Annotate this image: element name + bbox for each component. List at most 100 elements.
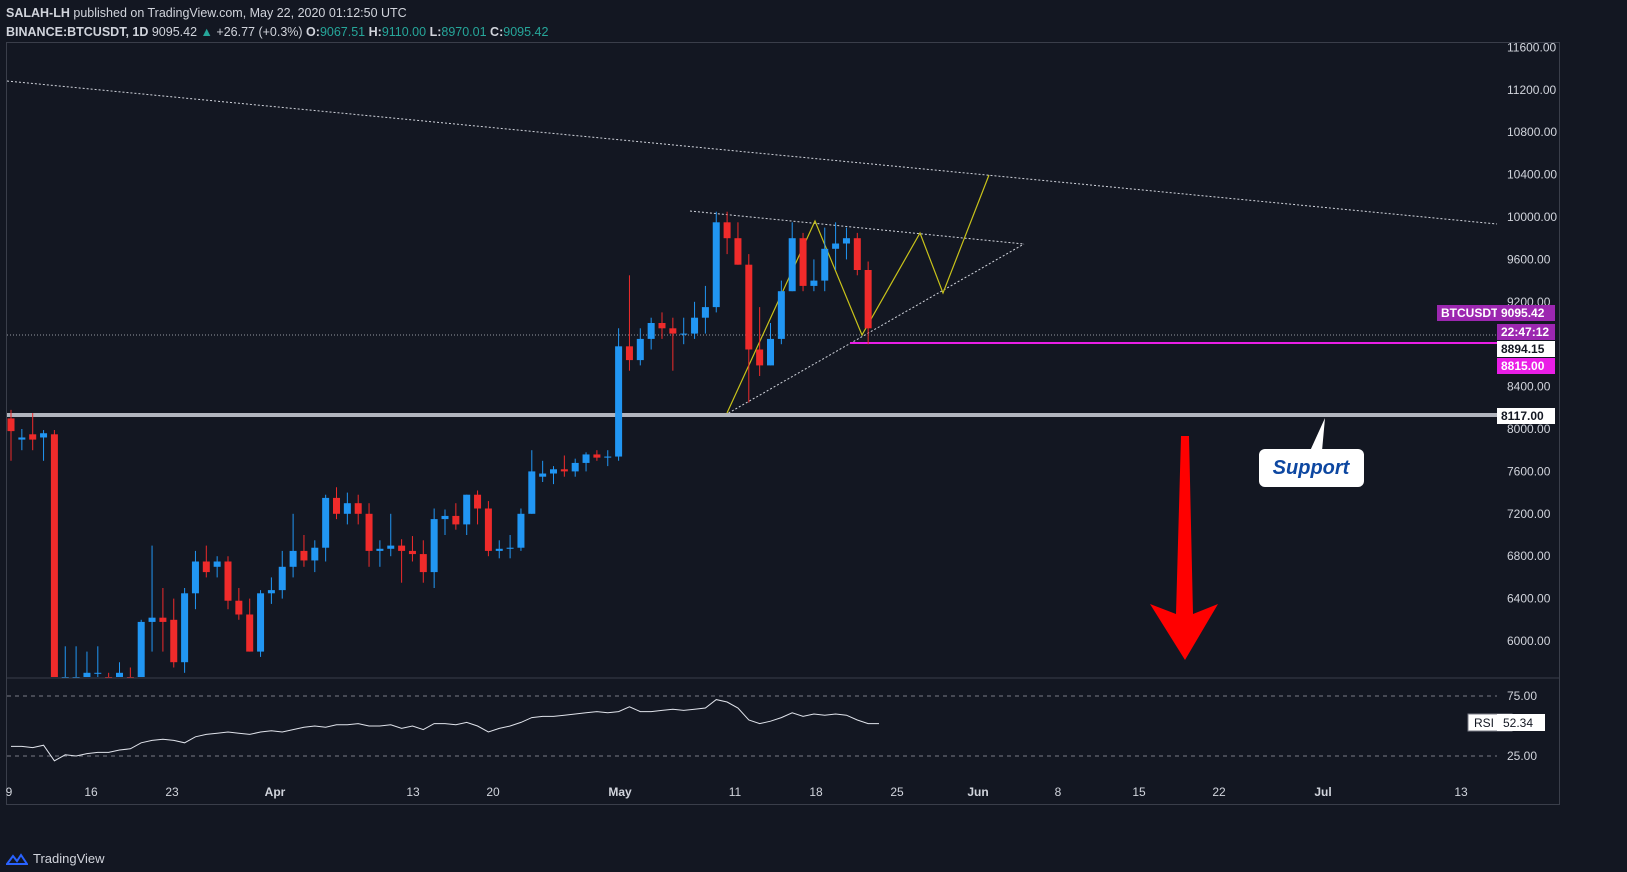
countdown-tag: 22:47:12 <box>1501 325 1549 339</box>
high-label: H: <box>368 25 382 39</box>
candle-body <box>387 545 395 549</box>
candle-body <box>625 346 633 361</box>
candle-body <box>333 497 340 514</box>
price-tick-label: 10800.00 <box>1507 125 1557 139</box>
candle-body <box>463 494 471 525</box>
candle-body <box>691 317 699 334</box>
candle-body <box>278 566 286 591</box>
candle-body <box>832 243 840 249</box>
support-level-tag: 8117.00 <box>1501 409 1544 423</box>
candle-body <box>311 547 319 561</box>
time-tick-label: 25 <box>890 785 904 799</box>
author-name[interactable]: SALAH-LH <box>6 6 70 20</box>
publish-info: published on TradingView.com, May 22, 20… <box>73 6 407 20</box>
candle-body <box>712 222 720 308</box>
candle-body <box>441 515 449 520</box>
level-magenta-tag-bg <box>1497 358 1555 374</box>
candle-body <box>29 434 37 440</box>
candle-body <box>40 433 48 438</box>
candle-body <box>213 561 221 567</box>
footer-brand[interactable]: TradingView <box>6 851 105 866</box>
candle-body <box>137 621 145 677</box>
triangle-lower-line <box>724 243 1025 416</box>
time-tick-label: Jul <box>1314 785 1331 799</box>
long-term-resistance-line <box>6 80 1498 225</box>
candle-body <box>723 222 731 239</box>
candle-body <box>246 614 254 652</box>
candle-body <box>788 238 796 292</box>
candle-body <box>343 503 351 514</box>
price-tick-label: 7200.00 <box>1507 507 1551 521</box>
candle-body <box>593 454 601 458</box>
chart-header: SALAH-LH published on TradingView.com, M… <box>6 4 548 42</box>
rsi-line <box>11 699 879 762</box>
candle-body <box>636 338 644 361</box>
time-tick-label: May <box>608 785 632 799</box>
level-white-tag: 8894.15 <box>1501 342 1545 356</box>
level-magenta-tag: 8815.00 <box>1501 359 1545 373</box>
price-tick-label: 11600.00 <box>1507 40 1556 54</box>
candle-body <box>560 469 568 472</box>
candle-body <box>853 238 861 270</box>
candle-body <box>419 554 427 573</box>
time-tick-label: 16 <box>84 785 98 799</box>
price-tick-label: 10000.00 <box>1507 210 1557 224</box>
support-callout-pointer <box>1310 418 1325 451</box>
open-value: 9067.51 <box>319 25 366 39</box>
price-tag: 9095.42 <box>1501 306 1545 320</box>
candle-body <box>669 328 677 334</box>
candle-body <box>116 672 123 677</box>
candle-body <box>181 593 189 663</box>
candle-body <box>94 672 102 674</box>
change-up-icon: ▲ <box>200 25 213 39</box>
price-tick-label: 10400.00 <box>1507 168 1557 182</box>
high-value: 9110.00 <box>381 25 427 39</box>
price-tick-label: 6800.00 <box>1507 549 1551 563</box>
candle-body <box>202 561 210 573</box>
candle-body <box>821 248 829 281</box>
symbol-tag: BTCUSDT <box>1441 306 1499 320</box>
price-tick-label: 9600.00 <box>1507 252 1551 266</box>
time-tick-label: 22 <box>1212 785 1226 799</box>
candle-body <box>354 503 362 514</box>
time-tick-label: 13 <box>406 785 420 799</box>
rsi-name-label: RSI <box>1474 716 1494 730</box>
candle-body <box>322 497 330 548</box>
symbol-tag-bg <box>1437 305 1497 321</box>
symbol-label[interactable]: BINANCE:BTCUSDT, 1D <box>6 25 149 39</box>
candle-body <box>300 550 308 561</box>
rsi-lower-label: 25.00 <box>1507 749 1537 763</box>
candle-body <box>408 550 416 555</box>
time-tick-label: 20 <box>486 785 500 799</box>
footer-brand-text: TradingView <box>33 851 105 866</box>
candle-body <box>365 513 373 551</box>
candle-body <box>734 238 742 265</box>
candle-body <box>582 454 590 463</box>
candle-body <box>767 338 774 366</box>
candle-body <box>615 346 623 457</box>
price-change: +26.77 (+0.3%) <box>216 25 303 39</box>
candle-body <box>701 307 709 318</box>
candle-body <box>191 561 199 594</box>
candle-body <box>170 619 178 663</box>
time-tick-label: 23 <box>165 785 179 799</box>
candle-body <box>224 561 232 601</box>
candle-body <box>148 617 156 622</box>
candle-body <box>398 545 406 551</box>
price-tick-label: 8400.00 <box>1507 380 1551 394</box>
rsi-upper-label: 75.00 <box>1507 689 1537 703</box>
rsi-value-label: 52.34 <box>1503 716 1533 730</box>
plot-frame <box>6 42 1560 805</box>
time-tick-label: 18 <box>809 785 823 799</box>
candle-body <box>571 462 579 472</box>
support-level-tag-bg <box>1497 408 1555 424</box>
candle-body <box>756 349 764 366</box>
candle-body <box>528 471 536 514</box>
candle-body <box>680 333 688 335</box>
low-value: 8970.01 <box>441 25 487 39</box>
rsi-value-bg <box>1497 714 1545 731</box>
time-tick-label: 15 <box>1132 785 1146 799</box>
candle-body <box>50 434 58 677</box>
candle-body <box>452 515 460 525</box>
